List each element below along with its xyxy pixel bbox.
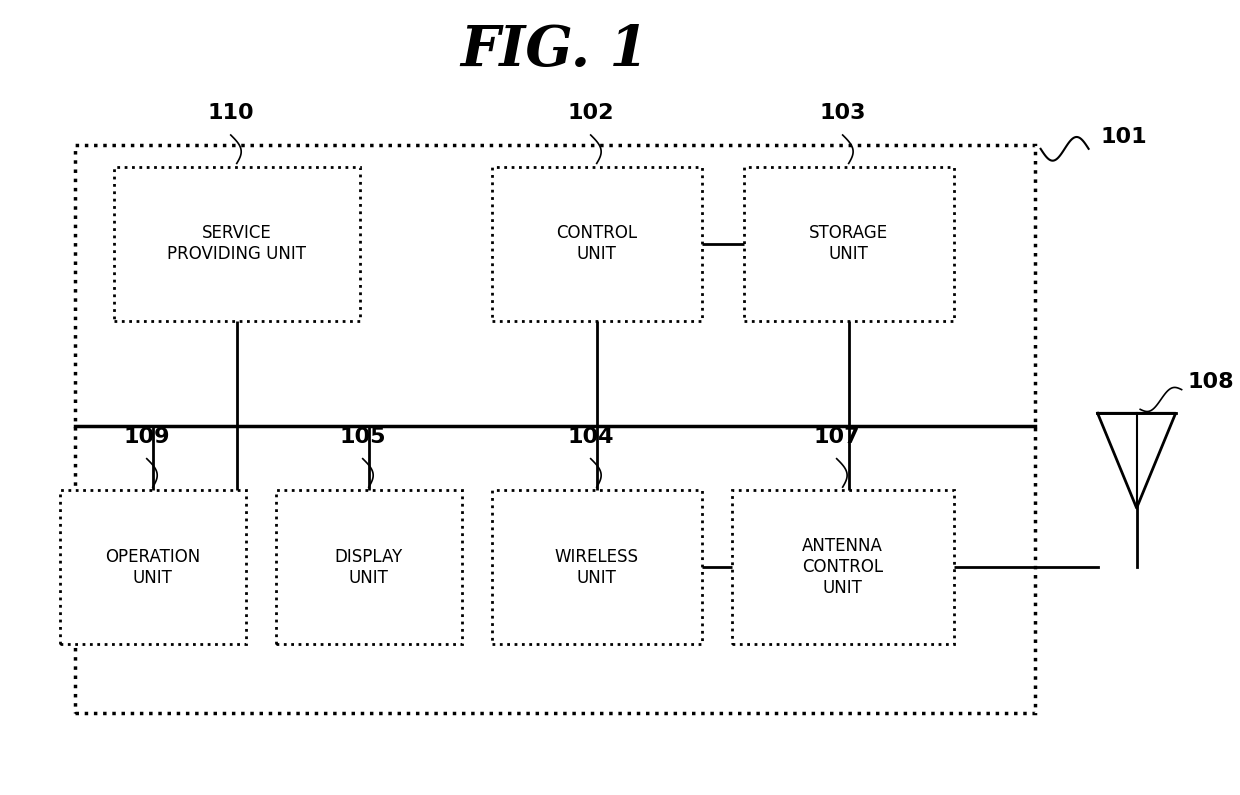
Text: 103: 103	[820, 103, 866, 123]
Text: OPERATION
UNIT: OPERATION UNIT	[105, 548, 201, 587]
Bar	[744, 167, 954, 320]
Text: ANTENNA
CONTROL
UNIT: ANTENNA CONTROL UNIT	[802, 537, 883, 597]
Text: 102: 102	[568, 103, 614, 123]
Polygon shape	[1097, 413, 1176, 508]
Bar	[275, 491, 461, 644]
Text: 104: 104	[568, 427, 614, 447]
Text: CONTROL
UNIT: CONTROL UNIT	[556, 224, 637, 263]
Bar	[492, 491, 702, 644]
Text: DISPLAY
UNIT: DISPLAY UNIT	[335, 548, 403, 587]
Text: 109: 109	[124, 427, 170, 447]
Bar	[60, 491, 246, 644]
Text: 105: 105	[340, 427, 386, 447]
Bar	[74, 145, 1034, 713]
Bar	[114, 167, 360, 320]
Text: STORAGE
UNIT: STORAGE UNIT	[808, 224, 888, 263]
Bar	[492, 167, 702, 320]
Text: 108: 108	[1188, 372, 1234, 392]
Text: 101: 101	[1101, 127, 1147, 147]
Text: SERVICE
PROVIDING UNIT: SERVICE PROVIDING UNIT	[167, 224, 306, 263]
Bar	[732, 491, 954, 644]
Text: 107: 107	[813, 427, 861, 447]
Text: WIRELESS
UNIT: WIRELESS UNIT	[554, 548, 639, 587]
Text: 110: 110	[207, 103, 254, 123]
Text: FIG. 1: FIG. 1	[460, 22, 649, 78]
